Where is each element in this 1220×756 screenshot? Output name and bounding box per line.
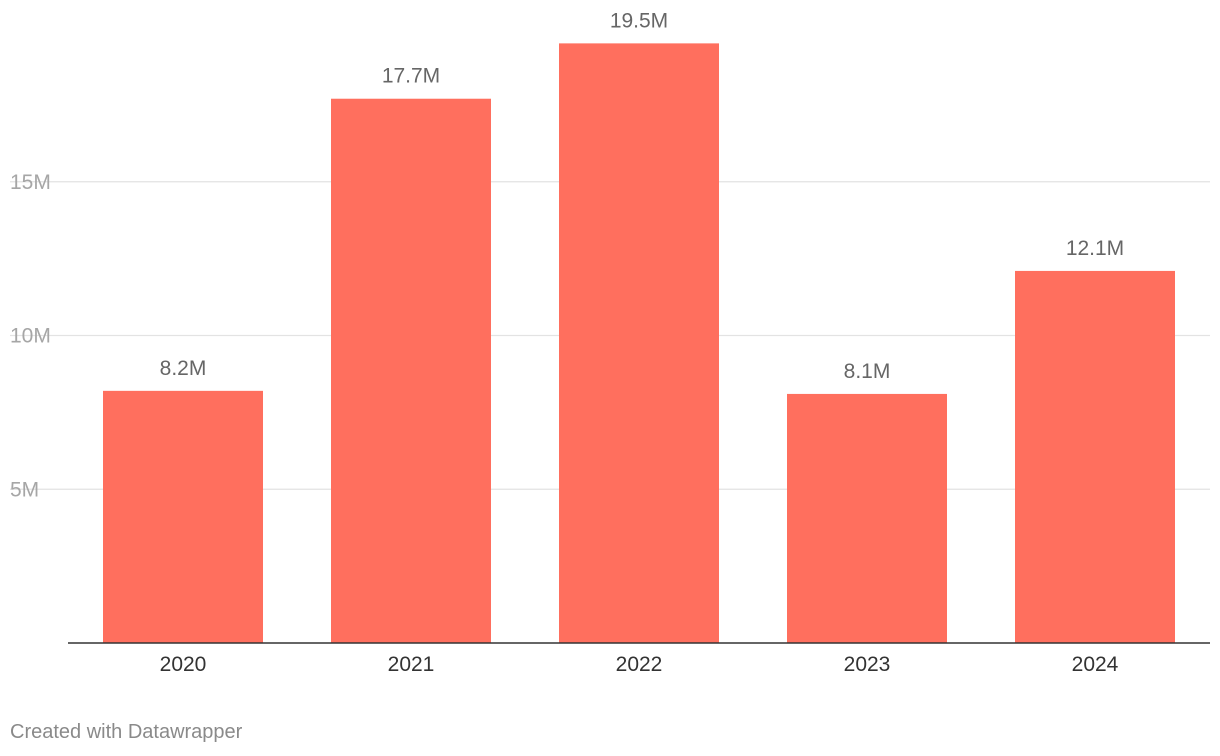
x-tick-label-2021: 2021 xyxy=(388,653,435,676)
x-tick-label-2022: 2022 xyxy=(616,653,663,676)
bar-2021 xyxy=(331,98,491,644)
bar-2024 xyxy=(1015,270,1175,643)
x-tick-label-2023: 2023 xyxy=(844,653,891,676)
y-tick-label-15: 15M xyxy=(10,171,51,194)
x-tick-label-2024: 2024 xyxy=(1072,653,1119,676)
credit-text: Created with Datawrapper xyxy=(10,721,243,743)
bar-2023 xyxy=(787,393,947,643)
x-tick-label-2020: 2020 xyxy=(160,653,207,676)
bar-value-label-2024: 12.1M xyxy=(1066,237,1124,260)
bar-2022 xyxy=(559,43,719,643)
bar-2020 xyxy=(103,390,263,643)
bar-value-label-2021: 17.7M xyxy=(382,65,440,88)
bar-value-label-2023: 8.1M xyxy=(844,360,891,383)
bar-chart: 5M 10M 15M 8.2M 2020 17.7M 2021 19.5M 2022 8.1M 20… xyxy=(10,9,1210,676)
y-tick-label-5: 5M xyxy=(10,478,39,501)
bar-value-label-2022: 19.5M xyxy=(610,9,668,32)
bar-value-label-2020: 8.2M xyxy=(160,357,207,380)
y-tick-label-10: 10M xyxy=(10,325,51,348)
